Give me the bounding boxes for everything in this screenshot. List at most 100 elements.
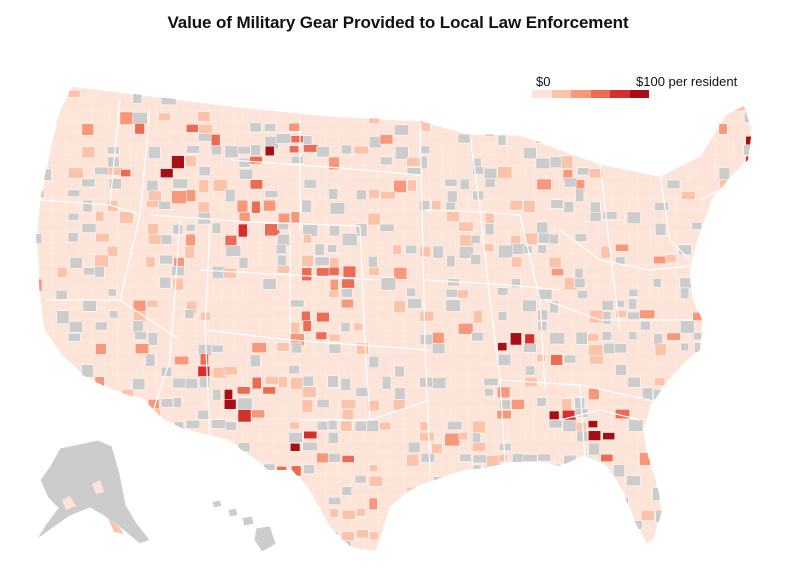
county-cell	[329, 257, 340, 268]
county-cell	[94, 166, 110, 175]
county-cell	[758, 322, 769, 330]
county-cell	[291, 342, 302, 354]
county-cell	[69, 321, 83, 333]
county-cell	[184, 309, 195, 319]
county-cell	[355, 386, 369, 397]
county-cell	[446, 255, 456, 268]
county-cell	[146, 179, 159, 192]
county-cell	[395, 146, 409, 160]
county-cell	[55, 290, 68, 300]
county-cell	[405, 111, 417, 122]
county-cell	[276, 265, 291, 274]
county-cell	[640, 510, 655, 521]
county-cell	[551, 268, 564, 277]
county-cell	[68, 541, 79, 551]
county-cell	[510, 278, 521, 289]
county-cell	[614, 343, 627, 354]
county-cell	[589, 201, 601, 214]
county-cell	[652, 135, 667, 147]
county-cell	[577, 167, 590, 176]
county-cell	[184, 474, 198, 488]
county-cell	[472, 464, 482, 476]
alaska-panhandle	[108, 518, 124, 534]
county-cell	[95, 343, 107, 355]
county-cell	[368, 464, 378, 473]
county-cell	[54, 366, 67, 378]
county-cell	[224, 145, 239, 158]
county-cell	[340, 420, 353, 432]
county-cell	[419, 246, 431, 258]
county-cell	[251, 342, 267, 353]
county-cell	[67, 89, 81, 98]
county-cell	[537, 244, 547, 254]
county-cell	[717, 278, 727, 290]
county-cell	[497, 386, 511, 399]
county-cell	[145, 256, 156, 268]
county-cell	[94, 376, 105, 390]
county-cell	[210, 134, 221, 147]
county-cell	[483, 466, 499, 480]
county-cell	[184, 245, 195, 259]
county-cell	[666, 518, 677, 530]
alaska	[35, 439, 151, 545]
county-cell	[629, 520, 643, 530]
county-cell	[146, 199, 160, 209]
county-cell	[654, 377, 666, 387]
county-cell	[158, 112, 171, 122]
county-cell	[460, 519, 471, 528]
alaska-shape	[35, 439, 151, 545]
county-cell	[354, 420, 367, 432]
county-cell	[640, 102, 656, 114]
county-cell	[499, 443, 512, 451]
county-cell	[291, 465, 302, 477]
county-cell	[185, 189, 196, 202]
county-cell	[367, 554, 380, 564]
county-cell	[614, 256, 626, 265]
county-cell	[653, 444, 666, 452]
county-cell	[289, 421, 300, 430]
county-cell	[681, 191, 696, 200]
county-cell	[160, 475, 174, 489]
county-cell	[212, 553, 226, 563]
county-cell	[237, 397, 253, 410]
county-cell	[743, 375, 752, 386]
county-cell	[303, 135, 313, 145]
county-cell	[602, 211, 618, 220]
county-cell	[186, 531, 199, 543]
county-cell	[262, 278, 277, 290]
county-cell	[314, 256, 330, 266]
county-cell	[563, 354, 577, 364]
county-cell	[159, 551, 169, 552]
county-cell	[276, 466, 287, 479]
county-cell	[301, 199, 312, 213]
county-cell	[392, 91, 405, 103]
county-cell	[615, 310, 627, 319]
county-cell	[119, 211, 134, 224]
county-cell	[379, 86, 391, 91]
county-cell	[655, 223, 666, 236]
county-cell	[759, 180, 768, 188]
county-cell	[340, 531, 355, 542]
county-cell	[537, 453, 552, 462]
map-title: Value of Military Gear Provided to Local…	[167, 13, 629, 32]
county-cell	[731, 441, 745, 450]
county-cell	[340, 322, 351, 333]
county-cell	[236, 497, 251, 511]
county-cell	[407, 179, 417, 192]
county-cell	[341, 288, 353, 298]
county-cell	[757, 124, 768, 133]
county-cell	[575, 188, 585, 202]
county-cell	[238, 257, 249, 269]
county-cell	[158, 200, 172, 210]
county-cell	[613, 134, 623, 144]
county-cell	[718, 377, 732, 391]
county-cell	[654, 202, 669, 211]
legend-swatch	[610, 90, 630, 98]
county-cell	[419, 200, 431, 211]
county-cell	[562, 419, 578, 432]
county-cell	[627, 144, 640, 153]
county-cell	[447, 190, 458, 203]
county-cell	[290, 155, 304, 164]
county-cell	[524, 498, 540, 509]
county-cell	[679, 134, 693, 145]
